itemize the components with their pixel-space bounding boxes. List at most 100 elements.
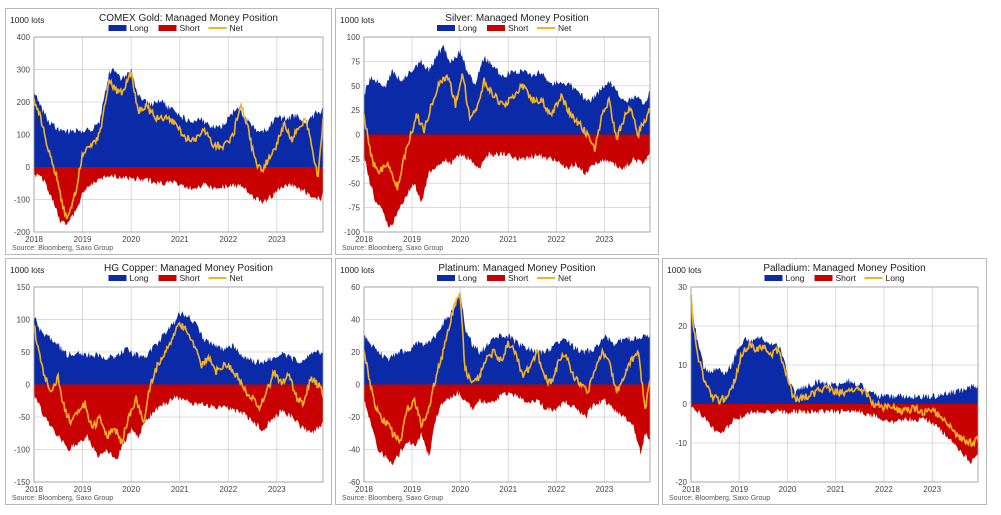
x-tick-label: 2019 [403,235,421,244]
y-tick-label: -100 [14,446,31,455]
legend-label: Net [230,23,244,33]
legend-label: Net [558,273,572,283]
y-tick-label: -100 [14,196,31,205]
y-tick-label: 200 [17,98,31,107]
x-tick-label: 2023 [268,485,286,494]
chart-svg-silver: -100 -75 -50 -25 0 25 50 75 100 2018 2019 2020 2021 2… [340,13,651,252]
series-long-area [691,297,978,404]
y-tick-label: -40 [348,446,360,455]
plot-frame [363,286,651,483]
series-long-area [34,311,323,385]
series-short-area [364,134,650,228]
plot-frame [690,286,979,483]
legend-label: Short [180,23,201,33]
series-long-area [364,293,650,385]
x-tick-label: 2020 [451,485,469,494]
y-tick-label: 40 [351,316,360,325]
series-short-area [691,404,978,464]
series-short-area [34,167,323,226]
x-tick-label: 2020 [122,485,140,494]
y-tick-label: 30 [678,283,687,292]
series-net-line [363,291,651,445]
legend-label: Net [230,273,244,283]
y-tick-label: 20 [678,322,687,331]
series-short-area [34,384,323,460]
legend-swatch-long [108,275,127,281]
chart-title: HG Copper: Managed Money Position [104,263,273,274]
y-tick-label: 100 [17,316,31,325]
legend-swatch-long [108,25,127,31]
chart-panel-gold: -200 -100 0 100 200 300 400 2018 2019 2020 2021 202… [5,8,332,255]
y-tick-label: 0 [26,381,31,390]
chart-panel-platinum: -60 -40 -20 0 20 40 60 2018 2019 2020 2021 2022 2023… [335,258,659,505]
legend-label: Short [836,273,857,283]
x-tick-label: 2020 [451,235,469,244]
y-tick-label: -75 [348,204,360,213]
series-net-line [33,321,324,445]
y-tick-label: 20 [351,348,360,357]
chart-title: COMEX Gold: Managed Money Position [99,13,278,24]
y-tick-label: -150 [14,478,31,487]
y-tick-label: 25 [351,106,360,115]
legend-label: Long [886,273,905,283]
chart-svg-palladium: -20 -10 0 10 20 30 2018 2019 2020 2021 2022 2023 100… [667,263,979,502]
source-note: Source: Bloomberg, Saxo Group [669,495,770,502]
legend-swatch-short [158,275,177,281]
x-tick-label: 2018 [25,235,43,244]
y-tick-label: -100 [344,228,361,237]
chart-panel-copper: -150 -100 -50 0 50 100 150 2018 2019 2020 2021 2022… [5,258,332,505]
legend-label: Long [130,23,149,33]
x-tick-label: 2023 [595,235,613,244]
legend-swatch-short [158,25,177,31]
y-tick-label: -60 [348,478,360,487]
chart-svg-copper: -150 -100 -50 0 50 100 150 2018 2019 2020 2021 2022… [10,263,324,502]
x-tick-label: 2022 [547,235,565,244]
y-tick-label: 75 [351,57,360,66]
x-tick-label: 2023 [268,235,286,244]
x-tick-label: 2021 [499,235,517,244]
x-tick-label: 2023 [923,485,941,494]
series-long-area [34,67,323,167]
unit-label: 1000 lots [340,265,375,275]
chart-svg-platinum: -60 -40 -20 0 20 40 60 2018 2019 2020 2021 2022 2023… [340,263,651,502]
plot-frame [33,286,324,483]
x-tick-label: 2021 [171,485,189,494]
legend-label: Net [558,23,572,33]
chart-svg-gold: -200 -100 0 100 200 300 400 2018 2019 2020 2021 202… [10,13,324,252]
x-tick-label: 2020 [779,485,797,494]
legend-swatch-long [764,275,783,281]
y-tick-label: 0 [356,131,361,140]
source-note: Source: Bloomberg, Saxo Group [342,495,443,502]
y-tick-label: -20 [675,478,687,487]
y-tick-label: 300 [17,66,31,75]
x-tick-label: 2023 [595,485,613,494]
x-tick-label: 2021 [827,485,845,494]
series-net-line [33,71,324,220]
y-tick-label: 100 [347,33,361,42]
legend-label: Short [508,273,529,283]
y-tick-label: -50 [18,413,30,422]
y-tick-label: 50 [351,82,360,91]
x-tick-label: 2022 [219,485,237,494]
x-tick-label: 2018 [682,485,700,494]
x-tick-label: 2022 [547,485,565,494]
legend-swatch-long [437,25,455,31]
legend-label: Long [786,273,805,283]
chart-title: Platinum: Managed Money Position [438,263,595,274]
x-tick-label: 2018 [355,485,373,494]
x-tick-label: 2019 [74,235,92,244]
x-tick-label: 2022 [219,235,237,244]
x-tick-label: 2019 [403,485,421,494]
source-note: Source: Bloomberg, Saxo Group [342,245,443,252]
x-tick-label: 2021 [499,485,517,494]
x-tick-label: 2018 [25,485,43,494]
legend-label: Short [508,23,529,33]
legend-swatch-long [437,275,455,281]
y-tick-label: 100 [17,131,31,140]
y-tick-label: -50 [348,179,360,188]
x-tick-label: 2019 [74,485,92,494]
legend-swatch-short [487,275,505,281]
unit-label: 1000 lots [667,265,702,275]
y-tick-label: -20 [348,413,360,422]
series-long-area [364,44,650,135]
